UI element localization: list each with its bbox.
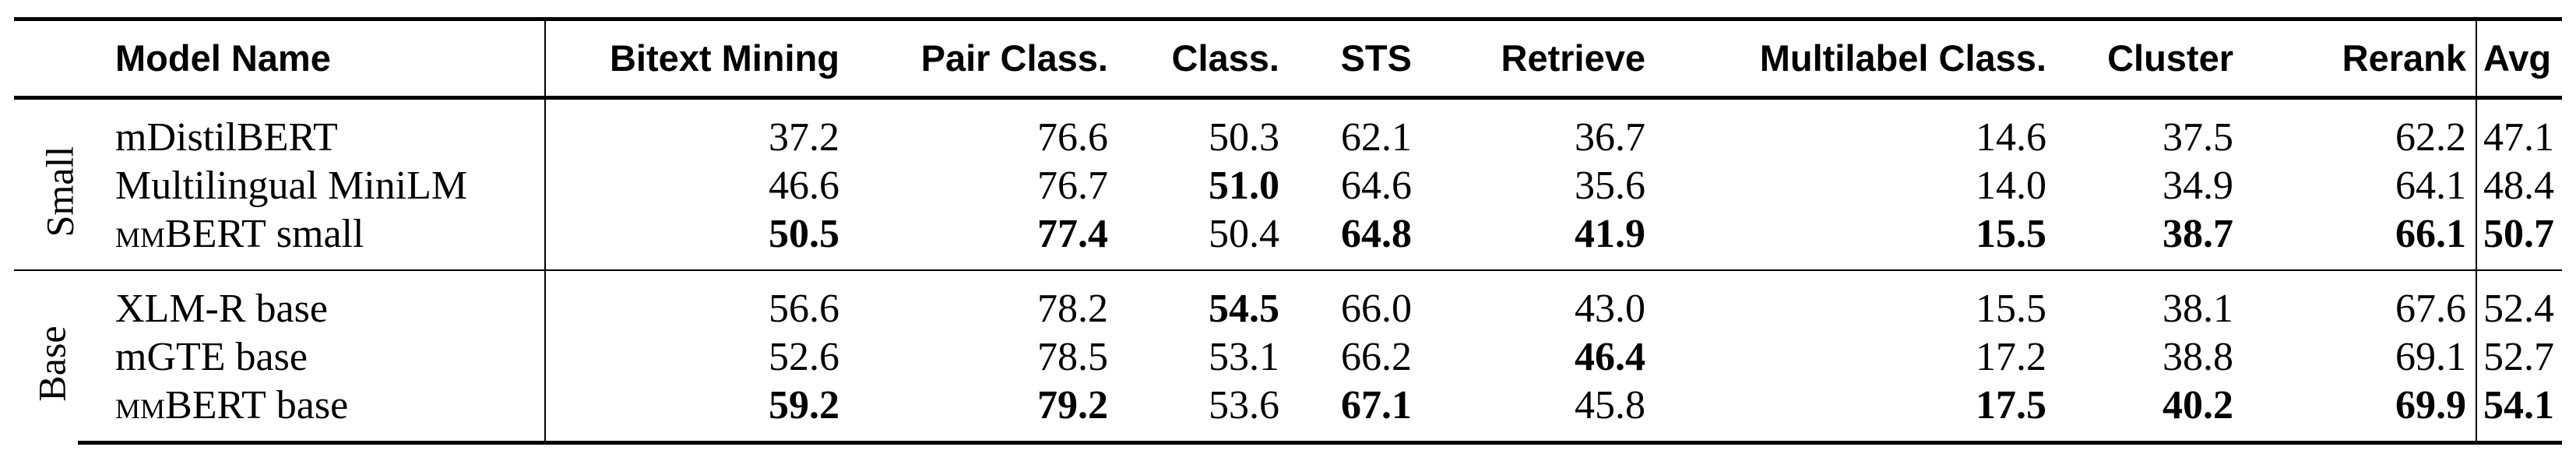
rerank-cell: 69.9	[2243, 382, 2477, 445]
table-row: mmBERT small 50.5 77.4 50.4 64.8 41.9 15…	[14, 210, 2562, 270]
header-cluster: Cluster	[2056, 17, 2243, 98]
bitext-cell: 56.6	[545, 269, 849, 333]
class-cell: 53.1	[1209, 335, 1279, 379]
pair-class-cell: 78.2	[849, 269, 1117, 333]
rerank-cell: 69.1	[2243, 333, 2477, 382]
rerank-cell: 62.2	[2243, 96, 2477, 162]
class-cell: 50.4	[1209, 212, 1279, 256]
bitext-cell: 59.2	[545, 382, 849, 445]
sts-cell: 67.1	[1289, 382, 1421, 445]
table-row: Base XLM-R base 56.6 78.2 54.5 66.0 43.0…	[14, 269, 2562, 443]
model-name-cell: mDistilBERT	[78, 96, 546, 162]
retrieve-cell: 46.4	[1575, 335, 1645, 379]
sts-cell: 62.1	[1289, 96, 1421, 162]
retrieve-cell: 45.8	[1421, 382, 1655, 445]
retrieve-cell: 36.7	[1421, 96, 1655, 162]
model-name-cell: Multilingual MiniLM	[78, 162, 546, 210]
header-row: Model Name Bitext Mining Pair Class. Cla…	[14, 17, 2562, 98]
multilabel-cell: 15.5	[1976, 212, 2046, 256]
retrieve-cell: 35.6	[1575, 164, 1645, 208]
avg-cell: 47.1	[2476, 96, 2562, 162]
model-name-cell: mmBERT small	[78, 210, 546, 270]
class-cell: 53.6	[1117, 382, 1289, 445]
cluster-cell: 38.8	[2163, 335, 2233, 379]
pair-class-cell: 78.5	[1037, 335, 1108, 379]
cluster-cell: 34.9	[2163, 164, 2233, 208]
group-label-base: Base	[14, 269, 78, 443]
cluster-cell: 38.1	[2056, 269, 2243, 333]
multilabel-cell: 14.0	[1976, 164, 2046, 208]
table-row: mGTE base 52.6 78.5 53.1 66.2 46.4 17.2 …	[14, 333, 2562, 382]
header-model-name: Model Name	[78, 17, 546, 98]
pair-class-cell: 76.7	[1037, 164, 1108, 208]
sts-cell: 66.2	[1341, 335, 1412, 379]
avg-cell: 54.1	[2476, 382, 2562, 445]
class-cell: 50.3	[1117, 96, 1289, 162]
avg-cell: 50.7	[2483, 212, 2554, 256]
multilabel-cell: 17.2	[1976, 335, 2046, 379]
pair-class-cell: 79.2	[849, 382, 1117, 445]
bitext-cell: 37.2	[545, 96, 849, 162]
pair-class-cell: 76.6	[849, 96, 1117, 162]
header-sts: STS	[1289, 17, 1421, 98]
rerank-cell: 66.1	[2243, 210, 2477, 270]
group-label-small: Small	[14, 96, 81, 270]
table-row: mmBERT base 59.2 79.2 53.6 67.1 45.8 17.…	[14, 382, 2562, 445]
class-cell: 54.5	[1117, 269, 1289, 333]
bitext-cell: 46.6	[769, 164, 839, 208]
results-table: Model Name Bitext Mining Pair Class. Cla…	[14, 17, 2562, 445]
header-avg: Avg	[2476, 17, 2562, 98]
class-cell: 51.0	[1209, 164, 1279, 208]
avg-cell: 52.4	[2476, 269, 2562, 333]
bitext-cell: 50.5	[769, 212, 839, 256]
retrieve-cell: 41.9	[1575, 212, 1645, 256]
table-row: Multilingual MiniLM 46.6 76.7 51.0 64.6 …	[14, 162, 2562, 210]
sts-cell: 66.0	[1289, 269, 1421, 333]
model-name-cell: XLM-R base	[78, 269, 546, 333]
multilabel-cell: 17.5	[1655, 382, 2056, 445]
model-name-cell: mGTE base	[78, 333, 546, 382]
header-rerank: Rerank	[2243, 17, 2477, 98]
header-group-spacer	[14, 17, 78, 98]
avg-cell: 52.7	[2483, 335, 2554, 379]
sts-cell: 64.6	[1341, 164, 1412, 208]
multilabel-cell: 14.6	[1655, 96, 2056, 162]
pair-class-cell: 77.4	[1037, 212, 1108, 256]
header-class: Class.	[1117, 17, 1289, 98]
table-row: Small mDistilBERT 37.2 76.6 50.3 62.1 36…	[14, 96, 2562, 270]
header-pair-class: Pair Class.	[849, 17, 1117, 98]
multilabel-cell: 15.5	[1655, 269, 2056, 333]
rerank-cell: 64.1	[2243, 162, 2477, 210]
header-multilabel-class: Multilabel Class.	[1655, 17, 2056, 98]
retrieve-cell: 43.0	[1421, 269, 1655, 333]
header-bitext-mining: Bitext Mining	[545, 17, 849, 98]
model-name-cell: mmBERT base	[78, 382, 546, 445]
cluster-cell: 40.2	[2056, 382, 2243, 445]
cluster-cell: 37.5	[2056, 96, 2243, 162]
sts-cell: 64.8	[1341, 212, 1412, 256]
header-retrieve: Retrieve	[1421, 17, 1655, 98]
bitext-cell: 52.6	[769, 335, 839, 379]
cluster-cell: 38.7	[2163, 212, 2233, 256]
avg-cell: 48.4	[2483, 164, 2554, 208]
rerank-cell: 67.6	[2243, 269, 2477, 333]
